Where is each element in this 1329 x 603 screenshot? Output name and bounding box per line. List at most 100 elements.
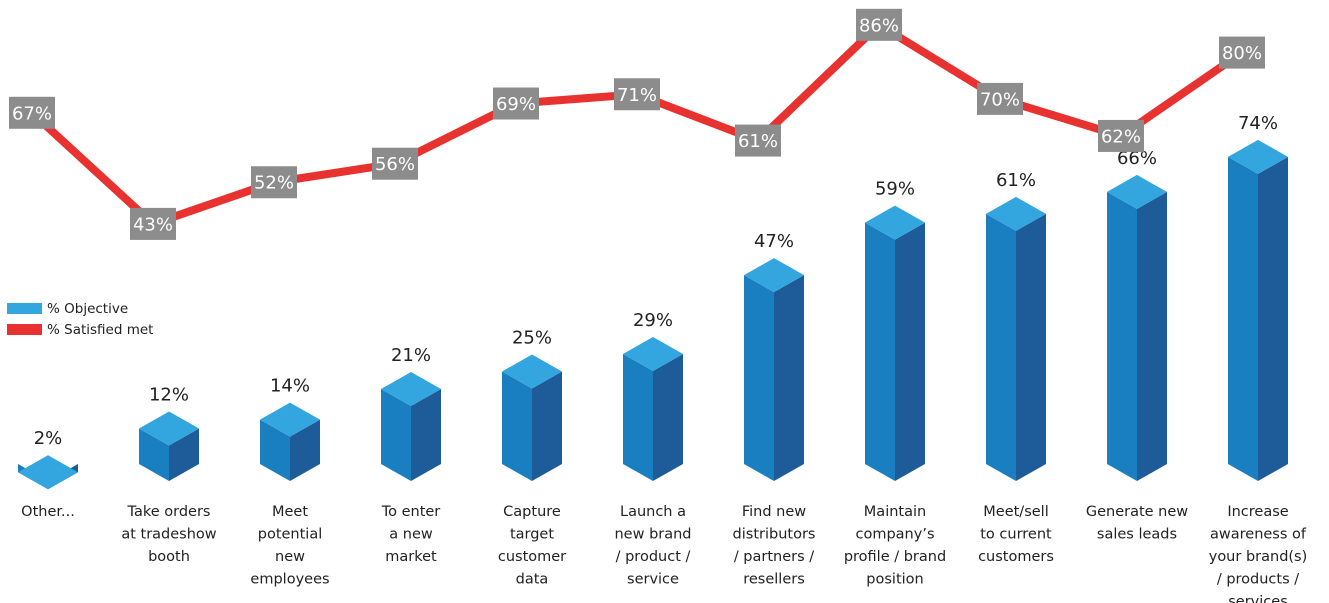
line-point-11: 80% xyxy=(1219,36,1265,69)
bar-front-3 xyxy=(260,419,290,481)
bar-top-1 xyxy=(18,455,78,490)
line-value-label-8: 86% xyxy=(859,15,899,36)
line-label-bg-2 xyxy=(130,207,176,240)
category-label-4: To enter a new market xyxy=(381,504,441,565)
line-label-bg-10 xyxy=(1098,119,1144,152)
bar-4 xyxy=(381,372,441,481)
category-label-1: Other... xyxy=(21,504,75,520)
bar-side-9 xyxy=(1016,213,1046,481)
category-label-5: Capture target customer data xyxy=(498,504,566,588)
line-label-bg-3 xyxy=(251,166,297,199)
line-value-label-4: 56% xyxy=(375,154,415,175)
line-label-bg-11 xyxy=(1219,36,1265,69)
bar-front-9 xyxy=(986,213,1016,481)
bar-10 xyxy=(1107,174,1167,482)
bar-11 xyxy=(1228,139,1288,481)
legend-item-objective: % Objective xyxy=(7,298,153,319)
bar-front-6 xyxy=(623,353,653,481)
bar-front-11 xyxy=(1228,156,1258,481)
line-point-7: 61% xyxy=(735,124,781,157)
bar-value-label-4: 21% xyxy=(391,345,431,366)
bar-7 xyxy=(744,258,804,481)
line-value-label-10: 62% xyxy=(1101,126,1141,147)
line-point-4: 56% xyxy=(372,147,418,180)
legend-swatch-objective xyxy=(7,303,42,314)
bar-side-3 xyxy=(290,419,320,481)
bar-value-label-6: 29% xyxy=(633,310,673,331)
satisfied-line-layer: 67% 43% 52% 56% 69% 71% 61% 86% 70% 62% 80% xyxy=(9,8,1265,240)
legend-label-satisfied: % Satisfied met xyxy=(47,321,154,338)
category-label-9: Meet/sell to current customers xyxy=(978,504,1054,565)
bar-value-label-10: 66% xyxy=(1117,148,1157,169)
satisfied-line xyxy=(29,20,1245,228)
line-point-10: 62% xyxy=(1098,119,1144,152)
category-label-6: Launch a new brand / product / service xyxy=(614,504,691,588)
line-point-5: 69% xyxy=(493,87,539,120)
line-label-bg-9 xyxy=(977,82,1023,115)
bar-front-2 xyxy=(139,428,169,481)
category-label-8: Maintain company’s profile / brand position xyxy=(844,504,946,588)
bar-side-6 xyxy=(653,353,683,481)
category-label-7: Find new distributors / partners / reseller… xyxy=(733,504,816,588)
bar-side-4 xyxy=(411,389,441,481)
bars-layer xyxy=(18,139,1288,490)
bar-9 xyxy=(986,196,1046,481)
bar-side-2 xyxy=(169,428,199,481)
line-value-label-3: 52% xyxy=(254,173,294,194)
line-point-6: 71% xyxy=(614,78,660,111)
bar-top-4 xyxy=(381,372,441,407)
bar-top-8 xyxy=(865,205,925,240)
legend: % Objective % Satisfied met xyxy=(7,298,153,340)
bar-front-7 xyxy=(744,275,774,481)
bar-front-4 xyxy=(381,389,411,481)
legend-item-satisfied: % Satisfied met xyxy=(7,319,153,340)
legend-swatch-satisfied xyxy=(7,324,42,335)
bar-top-9 xyxy=(986,196,1046,231)
bar-front-8 xyxy=(865,222,895,481)
line-value-label-7: 61% xyxy=(738,131,778,152)
line-value-label-11: 80% xyxy=(1222,43,1262,64)
line-point-2: 43% xyxy=(130,207,176,240)
bar-5 xyxy=(502,354,562,481)
line-value-label-5: 69% xyxy=(496,94,536,115)
bar-value-label-5: 25% xyxy=(512,328,552,349)
bar-front-10 xyxy=(1107,191,1137,482)
bar-top-3 xyxy=(260,402,320,437)
line-point-9: 70% xyxy=(977,82,1023,115)
bar-side-10 xyxy=(1137,191,1167,482)
bar-side-11 xyxy=(1258,156,1288,481)
bar-value-label-2: 12% xyxy=(149,384,189,405)
category-labels: Other... Take orders at tradeshow booth Meet… xyxy=(21,504,1307,603)
legend-label-objective: % Objective xyxy=(47,300,129,317)
line-point-1: 67% xyxy=(9,96,55,129)
bar-value-label-1: 2% xyxy=(34,428,63,449)
line-label-bg-5 xyxy=(493,87,539,120)
bar-value-label-8: 59% xyxy=(875,179,915,200)
category-label-2: Take orders at tradeshow booth xyxy=(121,504,216,565)
category-label-10: Generate new sales leads xyxy=(1086,504,1188,543)
line-value-label-9: 70% xyxy=(980,89,1020,110)
line-label-bg-4 xyxy=(372,147,418,180)
bar-value-label-11: 74% xyxy=(1238,113,1278,134)
line-value-label-2: 43% xyxy=(133,214,173,235)
bar-1 xyxy=(18,455,78,490)
line-label-bg-7 xyxy=(735,124,781,157)
line-value-label-1: 67% xyxy=(12,103,52,124)
bar-top-5 xyxy=(502,354,562,389)
category-label-3: Meet potential new employees xyxy=(250,504,329,588)
bar-top-10 xyxy=(1107,174,1167,209)
bar-side-8 xyxy=(895,222,925,481)
line-label-bg-6 xyxy=(614,78,660,111)
bar-top-11 xyxy=(1228,139,1288,174)
line-point-8: 86% xyxy=(856,8,902,41)
category-label-11: Increase awareness of your brand(s) / produ… xyxy=(1209,504,1308,603)
bar-value-label-9: 61% xyxy=(996,170,1036,191)
bar-8 xyxy=(865,205,925,481)
bar-3 xyxy=(260,402,320,481)
bar-6 xyxy=(623,336,683,481)
bar-top-6 xyxy=(623,336,683,371)
line-value-label-6: 71% xyxy=(617,85,657,106)
bar-value-label-3: 14% xyxy=(270,376,310,397)
line-label-bg-8 xyxy=(856,8,902,41)
